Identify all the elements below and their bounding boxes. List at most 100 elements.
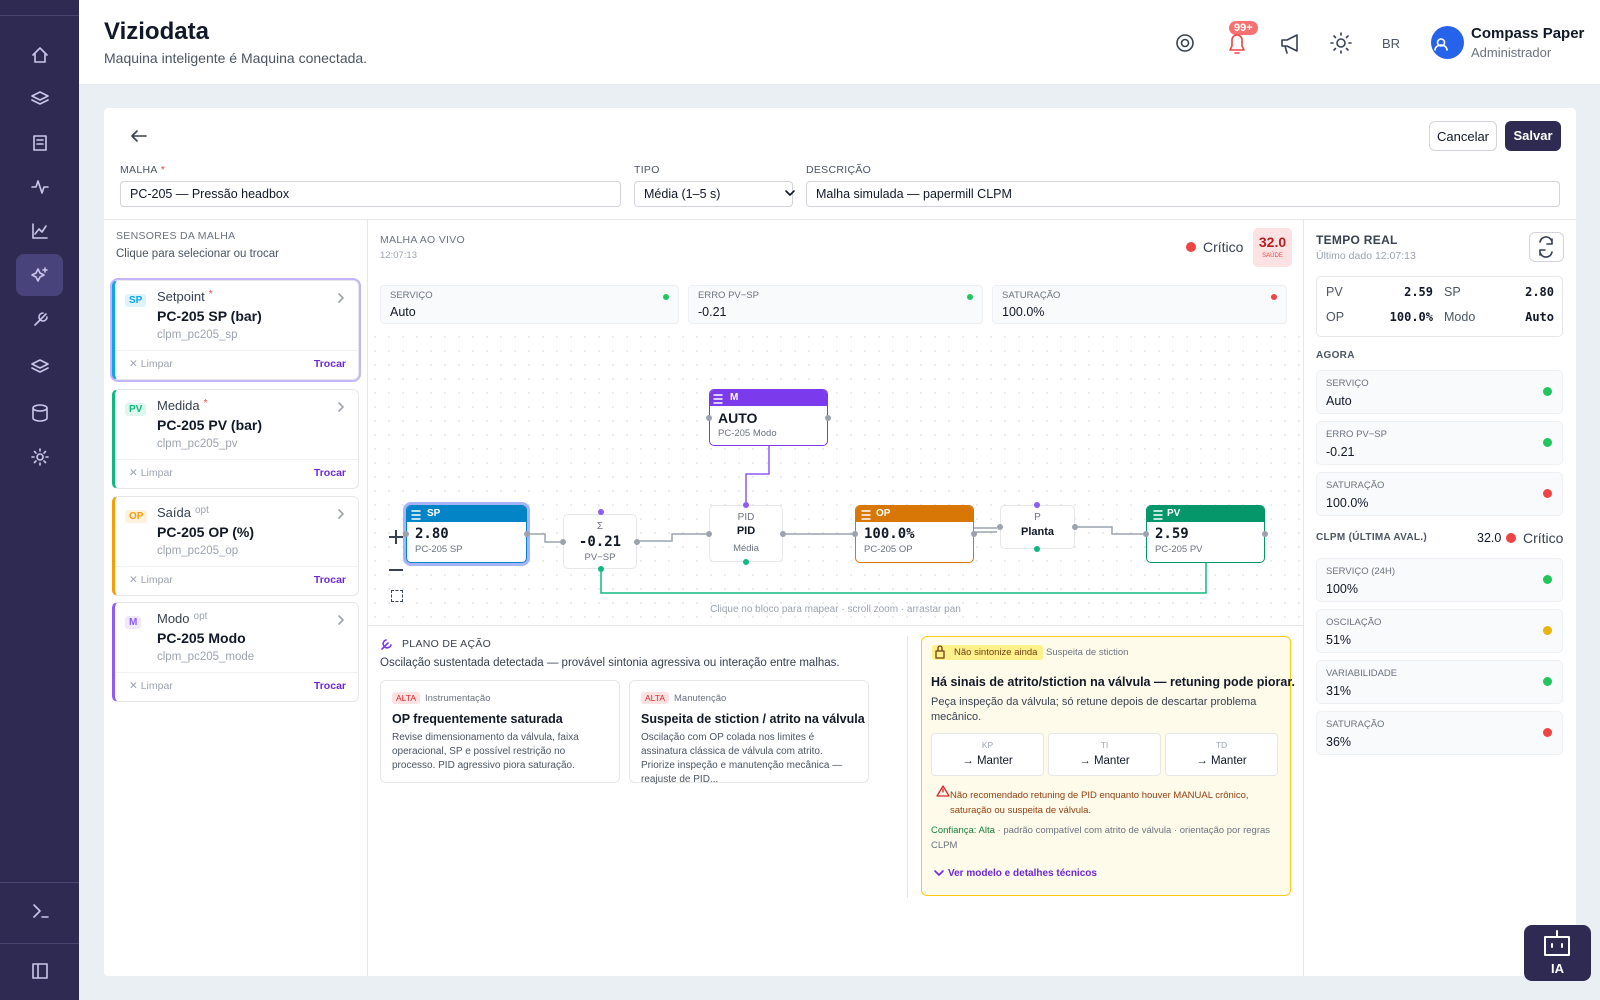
sensor-role: Medida: [157, 398, 200, 413]
summary-value: Auto: [1525, 310, 1554, 324]
param-value: → Manter: [1196, 755, 1247, 767]
sidebar-divider: [0, 882, 79, 883]
plan-divider: [907, 636, 908, 898]
sensor-role: Saída: [157, 505, 191, 520]
health-score-value: 32.0: [1258, 234, 1287, 250]
swap-button[interactable]: Trocar: [313, 574, 346, 586]
zoom-out[interactable]: [389, 569, 403, 571]
plan-area: Instrumentação: [425, 693, 491, 704]
metric-label: SATURAÇÃO: [1326, 480, 1385, 491]
fit-view[interactable]: [391, 590, 403, 602]
kpi-card: SATURAÇÃO 100.0%: [992, 285, 1287, 324]
sensor-badge: M: [125, 616, 142, 629]
assistant-label: IA: [1551, 961, 1564, 976]
text-input[interactable]: PC-205 — Pressão headbox: [120, 181, 621, 207]
text-input[interactable]: Malha simulada — papermill CLPM: [806, 181, 1560, 207]
refresh-button[interactable]: [1529, 232, 1564, 262]
advice-badge: Não sintonize ainda: [932, 645, 1044, 660]
field-label: DESCRIÇÃO: [806, 164, 871, 176]
kpi-dot: [663, 294, 669, 300]
block-sub: PC-205 Modo: [718, 428, 777, 439]
sensor-card[interactable]: SP Setpoint * PC-205 SP (bar) clpm_pc205_sp ✕…: [112, 280, 359, 380]
sensor-name: PC-205 PV (bar): [157, 417, 263, 433]
health-score-label: SAÚDE: [1262, 253, 1283, 259]
live-title: MALHA AO VIVO: [380, 234, 466, 246]
clpm-dot: [1506, 533, 1516, 543]
sensor-badge: SP: [125, 294, 147, 307]
sensor-divider: [115, 566, 358, 567]
metric-dot: [1543, 626, 1552, 635]
cancel-button[interactable]: Cancelar: [1429, 121, 1497, 151]
field-label-text: DESCRIÇÃO: [806, 164, 872, 176]
summary-label: OP: [1326, 310, 1345, 324]
health-score: 32.0 SAÚDE: [1253, 228, 1292, 267]
block-title: PID: [737, 512, 755, 523]
block[interactable]: P Planta: [1000, 505, 1075, 549]
tuning-param: TD → Manter: [1165, 733, 1278, 776]
user-name[interactable]: Compass Paper: [1471, 25, 1585, 42]
sensor-tag: clpm_pc205_op: [157, 545, 239, 557]
kpi-dot: [1271, 294, 1277, 300]
block-value: -0.21: [578, 534, 622, 550]
param-label: TI: [1100, 740, 1109, 750]
field-label-text: TIPO: [634, 164, 660, 176]
summary-label: SP: [1444, 285, 1461, 299]
clear-button[interactable]: ✕ Limpar: [129, 574, 173, 586]
save-button[interactable]: Salvar: [1505, 121, 1561, 151]
summary-value: 100.0%: [1389, 310, 1433, 324]
swap-button[interactable]: Trocar: [313, 467, 346, 479]
block[interactable]: Σ -0.21 PV−SP: [563, 514, 637, 569]
advice-tag: Suspeita de stiction: [1046, 647, 1129, 658]
notification-badge[interactable]: 99+: [1229, 21, 1258, 35]
metric-label: SERVIÇO: [1326, 378, 1369, 389]
metric-dot: [1543, 387, 1552, 396]
assistant-button[interactable]: IA: [1524, 925, 1591, 981]
block-sub: PC-205 OP: [864, 544, 913, 555]
clear-button[interactable]: ✕ Limpar: [129, 358, 173, 370]
sensor-divider: [115, 350, 358, 351]
metric-value: Auto: [1326, 394, 1352, 408]
sensor-name: PC-205 OP (%): [157, 524, 254, 540]
block[interactable]: PV 2.59 PC-205 PV: [1146, 505, 1265, 563]
summary-label: PV: [1326, 285, 1343, 299]
language[interactable]: BR: [1382, 36, 1401, 51]
clear-button[interactable]: ✕ Limpar: [129, 680, 173, 692]
plan-card: ALTA Instrumentação OP frequentemente satu…: [380, 680, 620, 783]
param-label: TD: [1215, 740, 1228, 750]
swap-button[interactable]: Trocar: [313, 358, 346, 370]
block[interactable]: SP 2.80 PC-205 SP: [406, 505, 527, 563]
kpi-card: ERRO PV−SP -0.21: [688, 285, 983, 324]
plan-card-title: OP frequentemente saturada: [392, 712, 563, 726]
block-header: OP: [856, 506, 973, 522]
clear-button[interactable]: ✕ Limpar: [129, 467, 173, 479]
param-value: → Manter: [962, 755, 1013, 767]
kpi-value: -0.21: [698, 305, 727, 319]
sensors-hint: Clique para selecionar ou trocar: [116, 248, 280, 260]
priority-badge: ALTA: [641, 692, 669, 704]
confidence: Confiança: Alta · padrão compatível com …: [931, 823, 1271, 853]
metric-label: ERRO PV−SP: [1326, 429, 1387, 440]
block[interactable]: M AUTO PC-205 Modo: [709, 389, 828, 446]
sensor-role-row: Saída opt: [157, 505, 209, 520]
app-subtitle: Maquina inteligente é Maquina conectada.: [104, 50, 368, 66]
sidebar: [0, 0, 79, 1000]
metric-card: SERVIÇO Auto: [1316, 370, 1563, 414]
sensor-role: Modo: [157, 611, 190, 626]
zoom-in[interactable]: [395, 530, 397, 544]
status-text: Crítico: [1203, 239, 1244, 255]
sensor-card[interactable]: OP Saída opt PC-205 OP (%) clpm_pc205_op ✕ Li…: [112, 496, 359, 596]
sensor-role-row: Setpoint *: [157, 289, 213, 304]
details-link[interactable]: Ver modelo e detalhes técnicos: [948, 868, 1097, 879]
block-value: PID: [736, 525, 756, 537]
canvas-hint: Clique no bloco para mapear · scroll zoo…: [710, 604, 961, 615]
select[interactable]: Média (1–5 s): [634, 181, 793, 207]
block[interactable]: OP 100.0% PC-205 OP: [855, 505, 974, 563]
plan-card-text: Oscilação com OP colada nos limites é as…: [641, 732, 843, 785]
block[interactable]: PID PID Média: [709, 505, 783, 562]
sensor-card[interactable]: M Modo opt PC-205 Modo clpm_pc205_mode ✕ Limp…: [112, 602, 359, 702]
user-role: Administrador: [1471, 45, 1552, 60]
swap-button[interactable]: Trocar: [313, 680, 346, 692]
now-title: AGORA: [1316, 350, 1355, 361]
sensor-card[interactable]: PV Medida * PC-205 PV (bar) clpm_pc205_pv ✕ L…: [112, 389, 359, 489]
column-divider: [367, 220, 368, 976]
